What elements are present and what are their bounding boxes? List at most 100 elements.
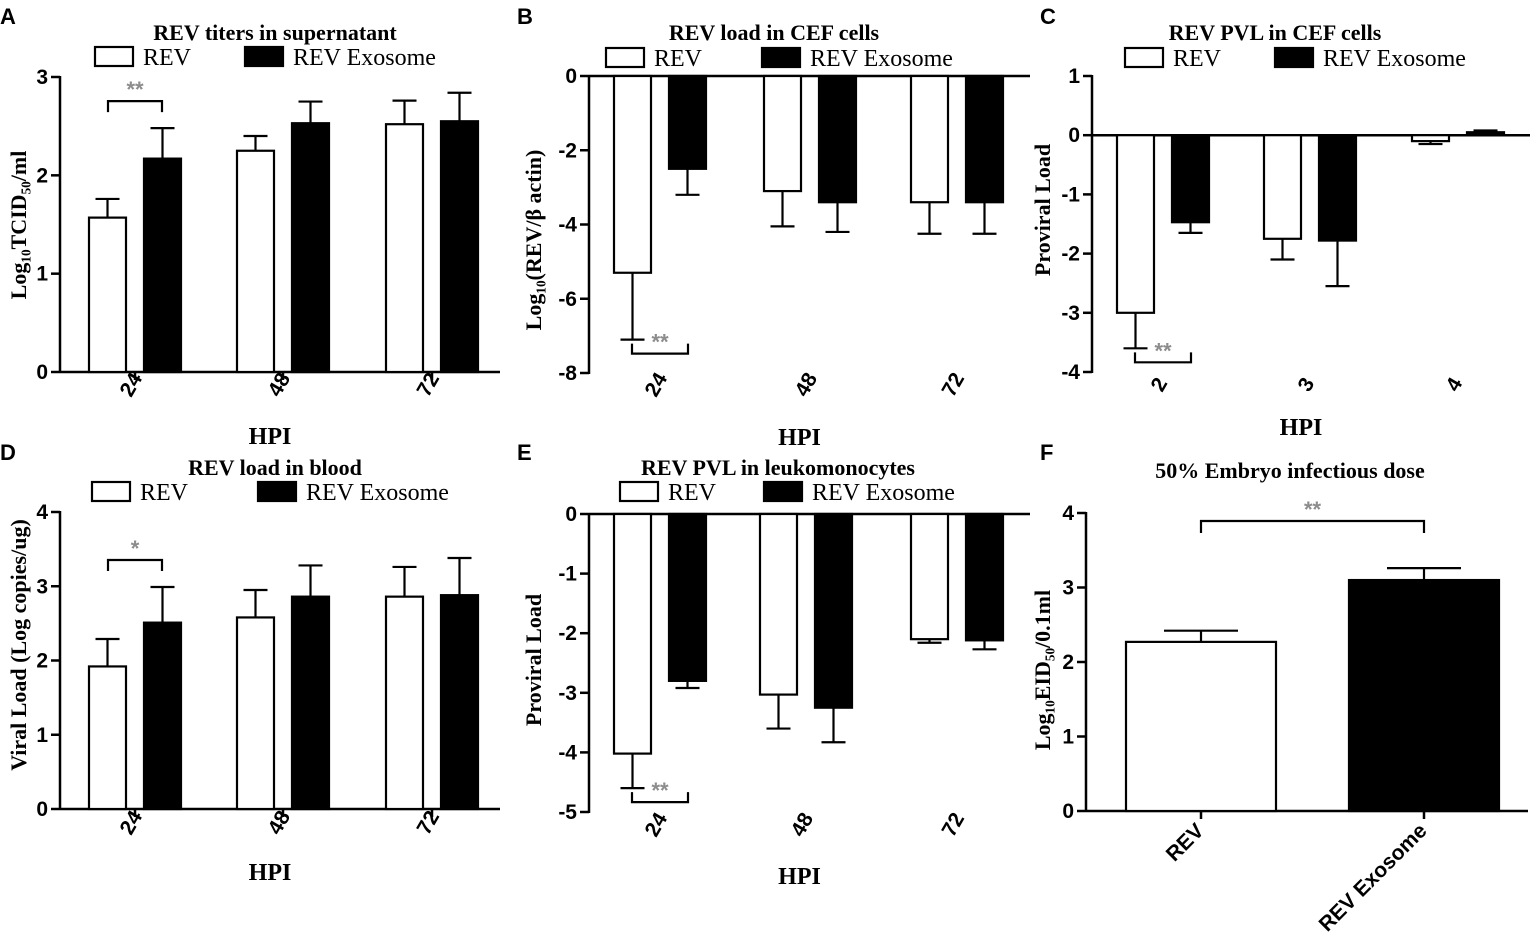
legend-swatch-rev-exosome	[1273, 46, 1315, 69]
legend-label-rev-exosome: REV Exosome	[306, 480, 449, 506]
y-tick-label: -2	[558, 622, 577, 645]
y-tick-label: 1	[1062, 726, 1074, 749]
legend-swatch-rev-exosome	[762, 480, 804, 503]
x-tick-label: 72	[413, 369, 445, 401]
x-tick-label: 72	[938, 809, 970, 841]
legend-swatch-rev	[618, 480, 660, 503]
bar-rev-exosome	[290, 595, 331, 811]
bar-rev-exosome	[964, 512, 1005, 642]
y-tick-label: 0	[565, 65, 577, 88]
bar-rev-exosome	[813, 512, 854, 709]
x-axis-label: HPI	[249, 860, 292, 886]
bar-rev-exosome	[290, 122, 331, 374]
significance-marker: **	[651, 778, 669, 803]
legend-label-rev: REV	[1173, 46, 1222, 72]
x-tick-label: 72	[413, 807, 445, 839]
y-tick-label: 4	[1062, 502, 1074, 525]
significance-marker: **	[651, 330, 669, 355]
significance-bracket	[1133, 352, 1193, 364]
x-tick-label: 48	[791, 369, 823, 401]
y-axis-label: Log₁₀TCID₅₀/ml	[6, 151, 31, 300]
chart-title: 50% Embryo infectious dose	[1155, 458, 1425, 483]
chart-title: REV load in CEF cells	[669, 20, 880, 45]
y-tick-label: -6	[558, 288, 577, 311]
y-tick-label: 3	[36, 66, 48, 89]
chart-title: REV load in blood	[188, 455, 362, 480]
y-tick-label: -1	[1061, 183, 1080, 206]
significance-bracket	[106, 558, 164, 571]
bar-rev-exosome	[1170, 134, 1211, 224]
y-tick-label: 0	[1068, 124, 1080, 147]
y-tick-label: -4	[1061, 361, 1080, 384]
y-tick-label: -4	[558, 741, 577, 764]
bar-rev	[909, 74, 950, 204]
x-tick-label: REV	[1162, 819, 1209, 866]
bar-rev	[1262, 134, 1303, 240]
bar-rev-exosome	[439, 594, 480, 811]
x-tick-label: 3	[1293, 374, 1319, 396]
significance-marker: **	[126, 77, 144, 102]
panel-a: A REV titers in supernatant Log₁₀TCID₅₀/ml…	[0, 4, 500, 450]
legend-label-rev: REV	[654, 46, 703, 72]
legend-swatch-rev	[1123, 46, 1165, 69]
bar-rev	[384, 595, 425, 811]
y-tick-label: -4	[558, 214, 577, 237]
y-tick-label: -2	[558, 139, 577, 162]
x-tick-label: 24	[116, 807, 148, 839]
panel-c: C REV PVL in CEF cells Proviral Load -4 -3 -2…	[1030, 4, 1530, 441]
x-axis-label: HPI	[249, 424, 292, 450]
significance-bracket	[106, 100, 164, 113]
y-tick-label: -8	[558, 362, 577, 385]
chart-title: REV titers in supernatant	[153, 20, 397, 45]
bar-rev	[762, 74, 803, 193]
y-tick-label: 0	[1062, 800, 1074, 823]
y-tick-label: 0	[36, 361, 48, 384]
legend-label-rev-exosome: REV Exosome	[810, 46, 953, 72]
bar-rev-exosome	[667, 74, 708, 170]
x-axis-label: HPI	[1280, 415, 1323, 441]
y-tick-label: 1	[36, 263, 48, 286]
legend-swatch-rev	[604, 46, 646, 69]
x-tick-label: REV Exosome	[1315, 819, 1432, 936]
y-tick-label: 1	[36, 724, 48, 747]
legend-swatch-rev-exosome	[243, 45, 285, 68]
x-tick-label: 24	[641, 369, 673, 401]
panel-letter: B	[517, 4, 533, 29]
x-tick-label: 4	[1441, 374, 1467, 396]
y-tick-label: 2	[36, 164, 48, 187]
significance-bracket	[630, 343, 690, 355]
bar-rev	[612, 74, 653, 274]
y-tick-label: 3	[1062, 577, 1074, 600]
bar-rev	[87, 665, 128, 811]
y-tick-label: -3	[558, 682, 577, 705]
bar-rev	[384, 123, 425, 374]
y-tick-label: -1	[558, 563, 577, 586]
x-tick-label: 24	[641, 809, 673, 841]
chart-title: REV PVL in leukomonocytes	[641, 455, 915, 480]
legend-swatch-rev	[90, 480, 132, 503]
bar-rev	[758, 512, 799, 696]
legend-label-rev-exosome: REV Exosome	[812, 480, 955, 506]
bar-rev-exosome	[1317, 134, 1358, 242]
bar-rev-exosome	[817, 74, 858, 204]
panel-b: B REV load in CEF cells Log₁₀(REV/β actin)…	[517, 4, 1030, 451]
legend-swatch-rev-exosome	[256, 480, 298, 503]
x-tick-label: 72	[938, 369, 970, 401]
bar-rev	[235, 149, 276, 374]
bar-rev-exosome	[142, 621, 183, 811]
y-axis-label: Log₁₀EID₅₀/0.1ml	[1030, 590, 1055, 750]
legend-label-rev-exosome: REV Exosome	[293, 45, 436, 71]
bar-rev-exosome	[439, 120, 480, 374]
x-tick-label: 48	[264, 807, 296, 839]
significance-bracket	[630, 792, 690, 804]
y-axis-label: Log₁₀(REV/β actin)	[521, 150, 546, 331]
y-axis-label: Proviral Load	[521, 594, 546, 726]
panel-letter: A	[0, 4, 16, 29]
x-axis-label: HPI	[778, 425, 821, 451]
y-tick-label: -5	[558, 801, 577, 824]
bar-rev	[1124, 640, 1278, 813]
bar-rev	[1410, 134, 1451, 143]
significance-marker: **	[1304, 497, 1322, 522]
x-tick-label: 48	[264, 369, 296, 401]
bar-rev-exosome	[667, 512, 708, 682]
